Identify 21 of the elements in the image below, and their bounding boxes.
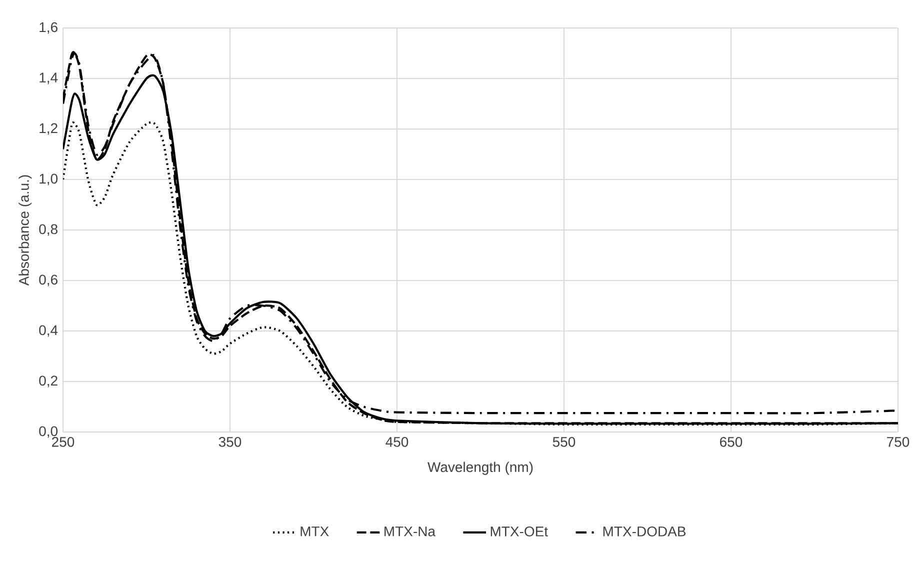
y-tick-label: 0,4 (39, 325, 58, 337)
x-tick-label: 450 (386, 436, 408, 447)
y-tick-label: 1,6 (40, 22, 58, 34)
x-axis-title: Wavelength (nm) (428, 462, 533, 475)
x-tick-label: 650 (720, 436, 742, 447)
y-axis-title: Absorbance (a.u.) (18, 175, 32, 286)
x-tick-label: 550 (552, 436, 576, 447)
x-tick-label: 350 (218, 436, 242, 447)
y-tick-label: 1,0 (40, 174, 58, 186)
legend-label: MTX (300, 526, 329, 536)
y-tick-label: 1,4 (40, 72, 58, 84)
y-tick-label: 1,2 (40, 123, 58, 135)
y-tick-label: 0,2 (39, 376, 58, 388)
legend-label: MTX-Na (384, 526, 436, 536)
legend-label: MTX-DODAB (603, 526, 686, 536)
x-tick-label: 250 (52, 436, 74, 447)
y-tick-label: 0,6 (39, 274, 58, 286)
x-tick-label: 750 (887, 436, 910, 447)
y-tick-label: 0,0 (39, 426, 58, 438)
y-tick-label: 0,8 (39, 224, 58, 236)
legend-label: MTX-OEt (490, 526, 548, 536)
